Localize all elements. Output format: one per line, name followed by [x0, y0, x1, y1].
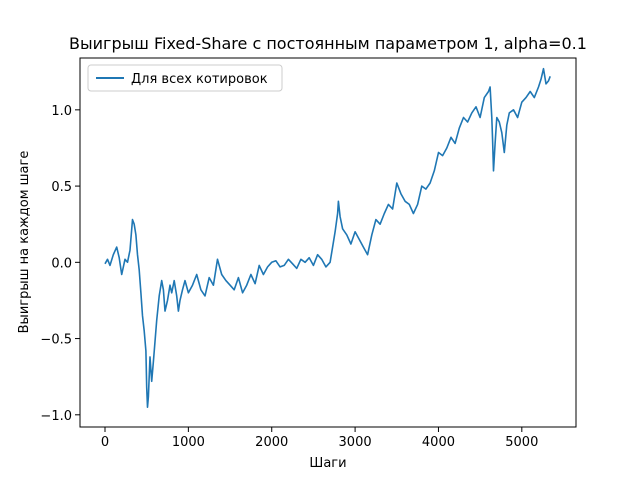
- plot-background: [80, 58, 576, 427]
- plot-frame: [79, 57, 577, 428]
- y-tick-label: −0.5: [40, 333, 72, 348]
- y-axis-label: Выигрыш на каждом шаге: [17, 151, 32, 334]
- x-axis: 0 1000 2000 3000 4000 5000: [101, 427, 538, 450]
- y-tick-label: 1.0: [51, 104, 72, 119]
- x-axis-label: Шаги: [309, 456, 346, 471]
- y-tick-label: −1.0: [40, 409, 72, 424]
- chart-title: Выигрыш Fixed-Share с постоянным парамет…: [69, 34, 587, 53]
- x-tick-label: 0: [101, 435, 109, 450]
- legend-label: Для всех котировок: [131, 72, 268, 87]
- legend: Для всех котировок: [87, 64, 283, 92]
- series-line: [104, 67, 551, 408]
- x-tick-label: 4000: [422, 435, 455, 450]
- x-tick-label: 1000: [172, 435, 205, 450]
- legend-box: [87, 64, 283, 92]
- y-axis: −1.0 −0.5 0.0 0.5 1.0: [40, 104, 80, 424]
- x-tick-label: 5000: [505, 435, 538, 450]
- y-tick-label: 0.5: [51, 180, 72, 195]
- plot-area: [79, 57, 577, 428]
- x-tick-label: 2000: [255, 435, 288, 450]
- x-tick-label: 3000: [339, 435, 372, 450]
- y-tick-label: 0.0: [51, 256, 72, 271]
